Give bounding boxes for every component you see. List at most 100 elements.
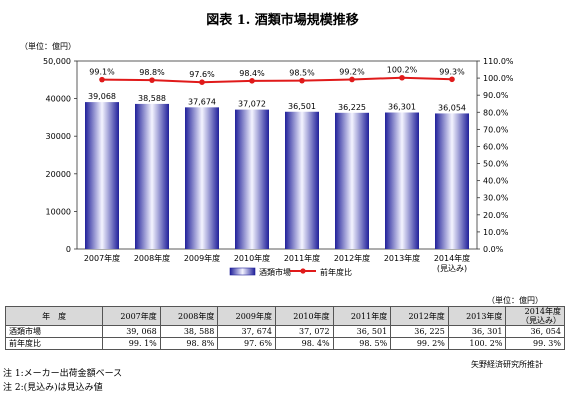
y-right-tick-label: 70.0% [483, 125, 509, 134]
table-cell: 98. 8% [159, 337, 219, 350]
ratio-line [101, 76, 453, 84]
table-row-market: 酒類市場 39, 068 38, 588 37, 674 37, 072 36,… [4, 325, 565, 338]
table-cell: 39, 068 [102, 325, 161, 338]
bar [385, 112, 419, 249]
table-cell: 37, 674 [217, 325, 276, 338]
table-cell: 38, 588 [159, 325, 219, 338]
ratio-point [149, 77, 155, 83]
y-axis-left: 0 10000 20000 30000 40000 50,000 [43, 57, 77, 254]
legend-bar-swatch [229, 267, 256, 276]
ratio-value-label: 99.3% [439, 67, 465, 76]
source-note: 矢野経済研究所推計 [471, 360, 543, 369]
y-left-tick-label: 50,000 [43, 57, 71, 66]
ratio-value-label: 98.4% [239, 69, 265, 78]
y-right-tick-label: 30.0% [483, 194, 509, 203]
header-year: 2013年度 [447, 306, 507, 326]
header-year: 2008年度 [159, 306, 219, 326]
x-tick-label: 2012年度 [334, 253, 370, 263]
y-left-tick-label: 20000 [46, 170, 71, 179]
x-tick-label: 2009年度 [184, 253, 220, 263]
ratio-value-label: 99.1% [89, 68, 115, 77]
legend-bar-label: 酒類市場 [259, 267, 291, 277]
bar-value-label: 36,054 [438, 103, 466, 112]
table-cell: 37, 072 [274, 325, 334, 338]
y-right-tick-label: 20.0% [483, 211, 509, 220]
bar [335, 112, 369, 249]
bar-series [85, 102, 469, 250]
ratio-markers [99, 74, 455, 85]
note-2: 注 2:(見込み)は見込み値 [3, 383, 103, 393]
bar-value-label: 39,068 [88, 92, 116, 101]
combo-chart: （単位：億円） 0 10000 20000 30000 40000 50,000 0.0%… [20, 41, 514, 277]
table-header-row: 年 度 2007年度 2008年度 2009年度 2010年度 2011年度 2… [4, 306, 565, 326]
ratio-value-label: 98.8% [139, 68, 165, 77]
header-year-label: 年 度 [4, 306, 104, 326]
x-tick-label: 2010年度 [234, 253, 270, 263]
ratio-point [199, 79, 205, 85]
ratio-point [249, 78, 255, 84]
bar-value-label: 36,301 [388, 103, 416, 112]
figure-title: 図表 1. 酒類市場規模推移 [206, 13, 359, 28]
header-year-last-line2: （見込み） [521, 316, 561, 325]
table-cell: 36, 054 [505, 325, 565, 338]
y-axis-unit: （単位：億円） [20, 41, 76, 51]
table-cell: 100. 2% [447, 337, 507, 350]
x-tick-label: 2011年度 [284, 253, 320, 263]
ratio-value-label: 100.2% [387, 66, 418, 75]
ratio-value-labels: 99.1% 98.8% 97.6% 98.4% 98.5% 99.2% 100.2% 99.3… [89, 66, 465, 79]
y-axis-right: 0.0% 10.0% 20.0% 30.0% 40.0% 50.0% 60.0% 70.0% 8… [477, 57, 514, 254]
table-cell: 36, 225 [390, 325, 449, 338]
header-year-last-line1: 2014年度 [524, 307, 561, 316]
ratio-value-label: 98.5% [289, 69, 315, 78]
table-cell: 99. 2% [390, 337, 449, 350]
table-cell: 99. 1% [102, 337, 161, 350]
bar-value-label: 37,674 [188, 97, 216, 106]
table-row-ratio: 前年度比 99. 1% 98. 8% 97. 6% 98. 4% 98. 5% … [4, 337, 565, 350]
table-unit: （単位：億円） [487, 296, 543, 305]
plot-area [76, 60, 478, 250]
y-right-tick-label: 10.0% [483, 228, 509, 237]
x-tick-label: 2013年度 [384, 253, 420, 263]
bar-value-label: 37,072 [238, 100, 266, 109]
legend-line-marker [300, 268, 306, 274]
x-axis: 2007年度 2008年度 2009年度 2010年度 2011年度 2012年度 2013… [84, 253, 470, 273]
y-right-tick-label: 80.0% [483, 108, 509, 117]
table-cell: 98. 4% [274, 337, 334, 350]
ratio-point [99, 76, 105, 83]
table-cell: 36, 301 [447, 325, 507, 338]
x-tick-label: 2008年度 [134, 253, 170, 263]
table-cell: 36, 501 [332, 325, 392, 338]
ratio-point [349, 76, 355, 83]
header-year: 2009年度 [217, 306, 276, 326]
header-year: 2012年度 [390, 306, 449, 326]
header-year: 2010年度 [274, 306, 334, 326]
y-right-tick-label: 90.0% [483, 91, 509, 100]
y-right-tick-label: 110.0% [483, 57, 514, 66]
table-cell: 98. 5% [332, 337, 392, 350]
bar-value-label: 38,588 [138, 94, 166, 103]
x-tick-label: 2014年度 [434, 253, 470, 263]
bar [235, 109, 269, 249]
row-label: 前年度比 [4, 337, 104, 350]
y-right-tick-label: 0.0% [483, 245, 504, 254]
y-left-tick-label: 10000 [46, 207, 71, 216]
header-year: 2007年度 [102, 306, 161, 326]
bar [185, 107, 219, 249]
bar-value-label: 36,225 [338, 103, 366, 112]
y-right-tick-label: 40.0% [483, 177, 509, 186]
bar-value-labels: 39,068 38,588 37,674 37,072 36,501 36,225 36,3… [88, 92, 466, 112]
header-year: 2011年度 [332, 306, 392, 326]
header-year-last: 2014年度 （見込み） [505, 306, 565, 326]
y-left-tick-label: 40000 [46, 95, 71, 104]
ratio-value-label: 99.2% [339, 67, 365, 76]
bar [85, 102, 119, 250]
y-right-tick-label: 60.0% [483, 142, 509, 151]
legend: 酒類市場 前年度比 [229, 267, 352, 277]
ratio-point [299, 77, 305, 84]
bar [435, 113, 469, 250]
y-left-tick-label: 30000 [46, 132, 71, 141]
y-right-tick-label: 100.0% [483, 74, 514, 83]
y-left-tick-label: 0 [66, 245, 71, 254]
legend-line-label: 前年度比 [320, 267, 352, 277]
ratio-point [399, 74, 405, 81]
